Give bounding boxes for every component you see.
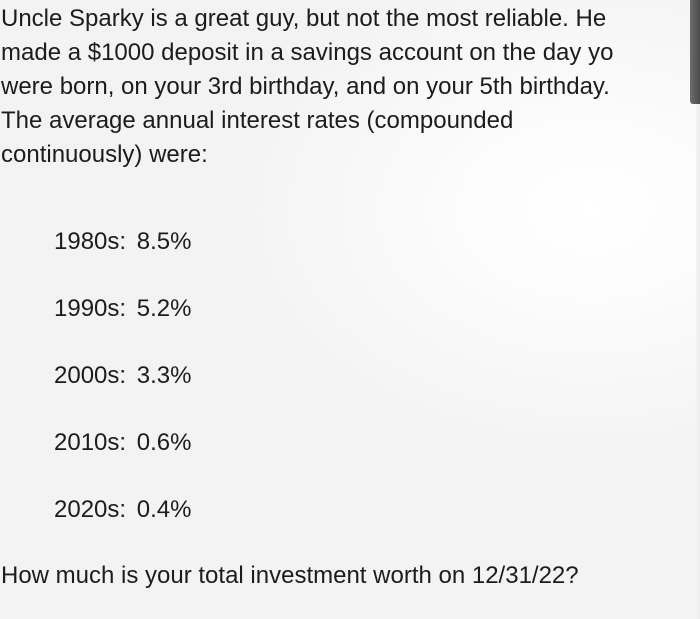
- rate-decade: 1980s:: [54, 228, 127, 255]
- problem-question: How much is your total investment worth …: [1, 562, 579, 589]
- problem-intro: Uncle Sparky is a great guy, but not the…: [1, 2, 691, 172]
- rate-item-1990s: 1990s: 5.2%: [54, 294, 191, 324]
- rate-decade: 2020s:: [54, 496, 127, 523]
- rate-value: 5.2%: [136, 295, 192, 322]
- rate-item-2010s: 2010s: 0.6%: [54, 428, 191, 458]
- rate-value: 8.5%: [136, 228, 192, 255]
- rate-decade: 1990s:: [54, 295, 127, 322]
- intro-line-2: made a $1000 deposit in a savings accoun…: [1, 39, 614, 66]
- rate-value: 0.4%: [136, 496, 192, 523]
- rate-value: 0.6%: [136, 429, 192, 456]
- rate-item-1980s: 1980s: 8.5%: [54, 227, 191, 257]
- intro-line-4: The average annual interest rates (compo…: [1, 107, 514, 134]
- intro-line-5: continuously) were:: [1, 141, 208, 168]
- rate-decade: 2010s:: [54, 429, 127, 456]
- intro-line-1: Uncle Sparky is a great guy, but not the…: [1, 5, 607, 32]
- scrollbar-thumb[interactable]: [690, 0, 700, 104]
- scrollbar-track[interactable]: [696, 104, 700, 619]
- rate-item-2020s: 2020s: 0.4%: [54, 495, 191, 525]
- rate-decade: 2000s:: [54, 362, 127, 389]
- rate-value: 3.3%: [136, 362, 192, 389]
- rate-item-2000s: 2000s: 3.3%: [54, 361, 191, 391]
- intro-line-3: were born, on your 3rd birthday, and on …: [1, 73, 610, 100]
